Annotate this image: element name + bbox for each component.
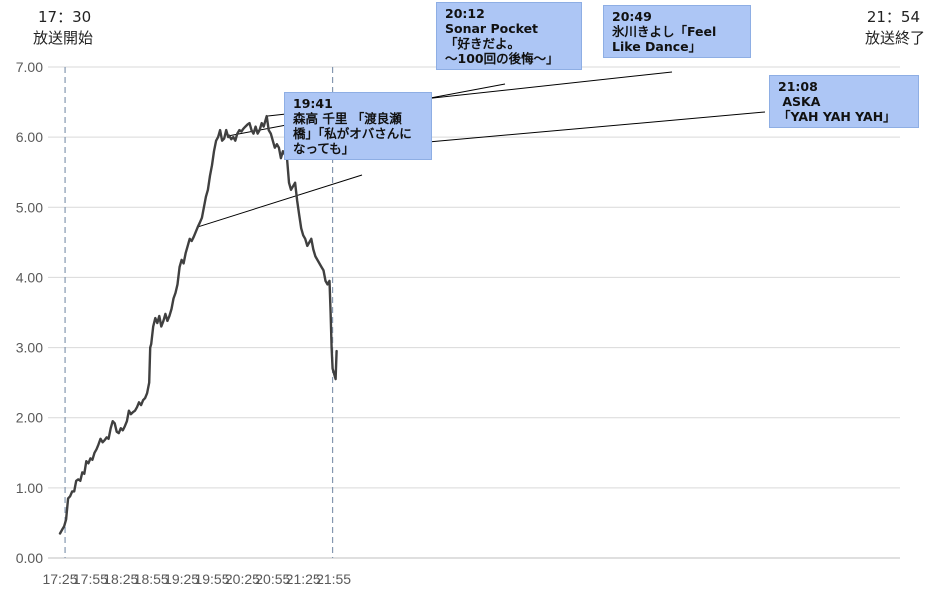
x-tick-label: 19:25 [164, 571, 199, 587]
callout-line: 氷川きよし「Feel [612, 24, 717, 39]
callout-line: 19:41 [293, 96, 333, 111]
x-tick-label: 17:55 [73, 571, 108, 587]
y-axis: 0.00 1.00 2.00 3.00 4.00 5.00 6.00 7.00 [16, 59, 43, 566]
callout-line: Sonar Pocket [445, 21, 539, 36]
grid-lines [48, 66, 900, 559]
callout-leader-lines [197, 71, 766, 228]
callout-line: 「好きだよ。 [445, 36, 521, 51]
x-tick-label: 18:25 [103, 571, 138, 587]
marker-time-label: 17：30 [38, 8, 91, 26]
y-tick-label: 4.00 [16, 269, 43, 285]
callout-2049: 20:49 氷川きよし「Feel Like Dance」 [603, 5, 751, 58]
series-lines [58, 114, 338, 535]
x-tick-label: 17:25 [42, 571, 77, 587]
leader-line [197, 174, 363, 228]
callout-2012: 20:12 Sonar Pocket 「好きだよ。 ～100回の後悔～」 [436, 2, 582, 70]
callout-line: なっても」 [293, 141, 355, 156]
callout-line: 「YAH YAH YAH」 [778, 109, 896, 124]
callout-line: 20:12 [445, 6, 485, 21]
x-tick-label: 18:55 [134, 571, 169, 587]
callout-line: 21:08 [778, 79, 818, 94]
callout-2108: 21:08 ASKA 「YAH YAH YAH」 [769, 75, 919, 128]
callout-line: Like Dance」 [612, 39, 702, 54]
callout-line: 20:49 [612, 9, 652, 24]
y-tick-label: 7.00 [16, 59, 43, 75]
marker-text-label: 放送開始 [33, 29, 93, 47]
marker-text-label: 放送終了 [865, 29, 925, 47]
marker-time-label: 21：54 [867, 8, 920, 26]
x-tick-label: 19:55 [194, 571, 229, 587]
y-tick-label: 1.00 [16, 480, 43, 496]
x-axis: 17:2517:5518:2518:5519:2519:5520:2520:55… [42, 571, 351, 587]
callout-line: 橋」「私がオバさんに [293, 126, 412, 141]
x-tick-label: 21:25 [286, 571, 321, 587]
callout-line: ～100回の後悔～」 [445, 51, 559, 66]
y-tick-label: 0.00 [16, 550, 43, 566]
y-tick-label: 3.00 [16, 340, 43, 356]
y-tick-label: 6.00 [16, 129, 43, 145]
y-tick-label: 5.00 [16, 199, 43, 215]
y-tick-label: 2.00 [16, 410, 43, 426]
callout-line: ASKA [778, 94, 821, 109]
x-tick-label: 20:25 [225, 571, 260, 587]
series-line-0 [58, 114, 338, 535]
x-tick-label: 21:55 [316, 571, 351, 587]
callout-line: 森高 千里 「渡良瀬 [293, 111, 402, 126]
x-tick-label: 20:55 [255, 571, 290, 587]
callout-1941: 19:41 森高 千里 「渡良瀬 橋」「私がオバさんに なっても」 [284, 92, 432, 160]
